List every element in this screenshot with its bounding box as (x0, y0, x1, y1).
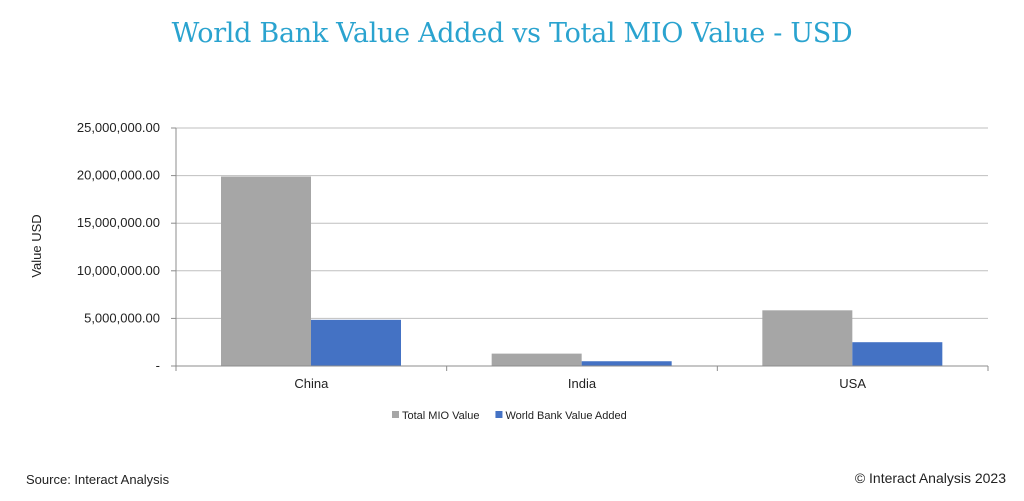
legend-swatch (392, 411, 399, 418)
bar-usa-total-mio-value (762, 310, 852, 366)
y-axis-label: Value USD (29, 214, 44, 277)
x-tick-label: India (568, 376, 597, 391)
y-tick-label: 25,000,000.00 (77, 120, 160, 135)
legend: Total MIO Value World Bank Value Added (392, 410, 627, 422)
bar-usa-world-bank-value-added (852, 342, 942, 366)
x-axis-ticks: China India USA (294, 376, 866, 391)
x-tick-label: China (294, 376, 329, 391)
source-note: Source: Interact Analysis (26, 472, 169, 487)
legend-label: World Bank Value Added (505, 410, 626, 422)
y-tick-label: 15,000,000.00 (77, 215, 160, 230)
x-tick-label: USA (839, 376, 866, 391)
bar-china-total-mio-value (221, 177, 311, 366)
legend-swatch (495, 411, 502, 418)
bar-china-world-bank-value-added (311, 320, 401, 366)
bar-india-total-mio-value (492, 354, 582, 366)
y-tick-label: - (156, 358, 160, 373)
legend-label: Total MIO Value (402, 410, 479, 422)
y-tick-label: 5,000,000.00 (84, 310, 160, 325)
y-tick-label: 20,000,000.00 (77, 168, 160, 183)
copyright-note: © Interact Analysis 2023 (855, 470, 1006, 486)
bar-india-world-bank-value-added (582, 361, 672, 366)
x-axis (176, 366, 988, 371)
y-axis-ticks: - 5,000,000.00 10,000,000.00 15,000,000.00 2… (77, 120, 176, 373)
y-tick-label: 10,000,000.00 (77, 263, 160, 278)
